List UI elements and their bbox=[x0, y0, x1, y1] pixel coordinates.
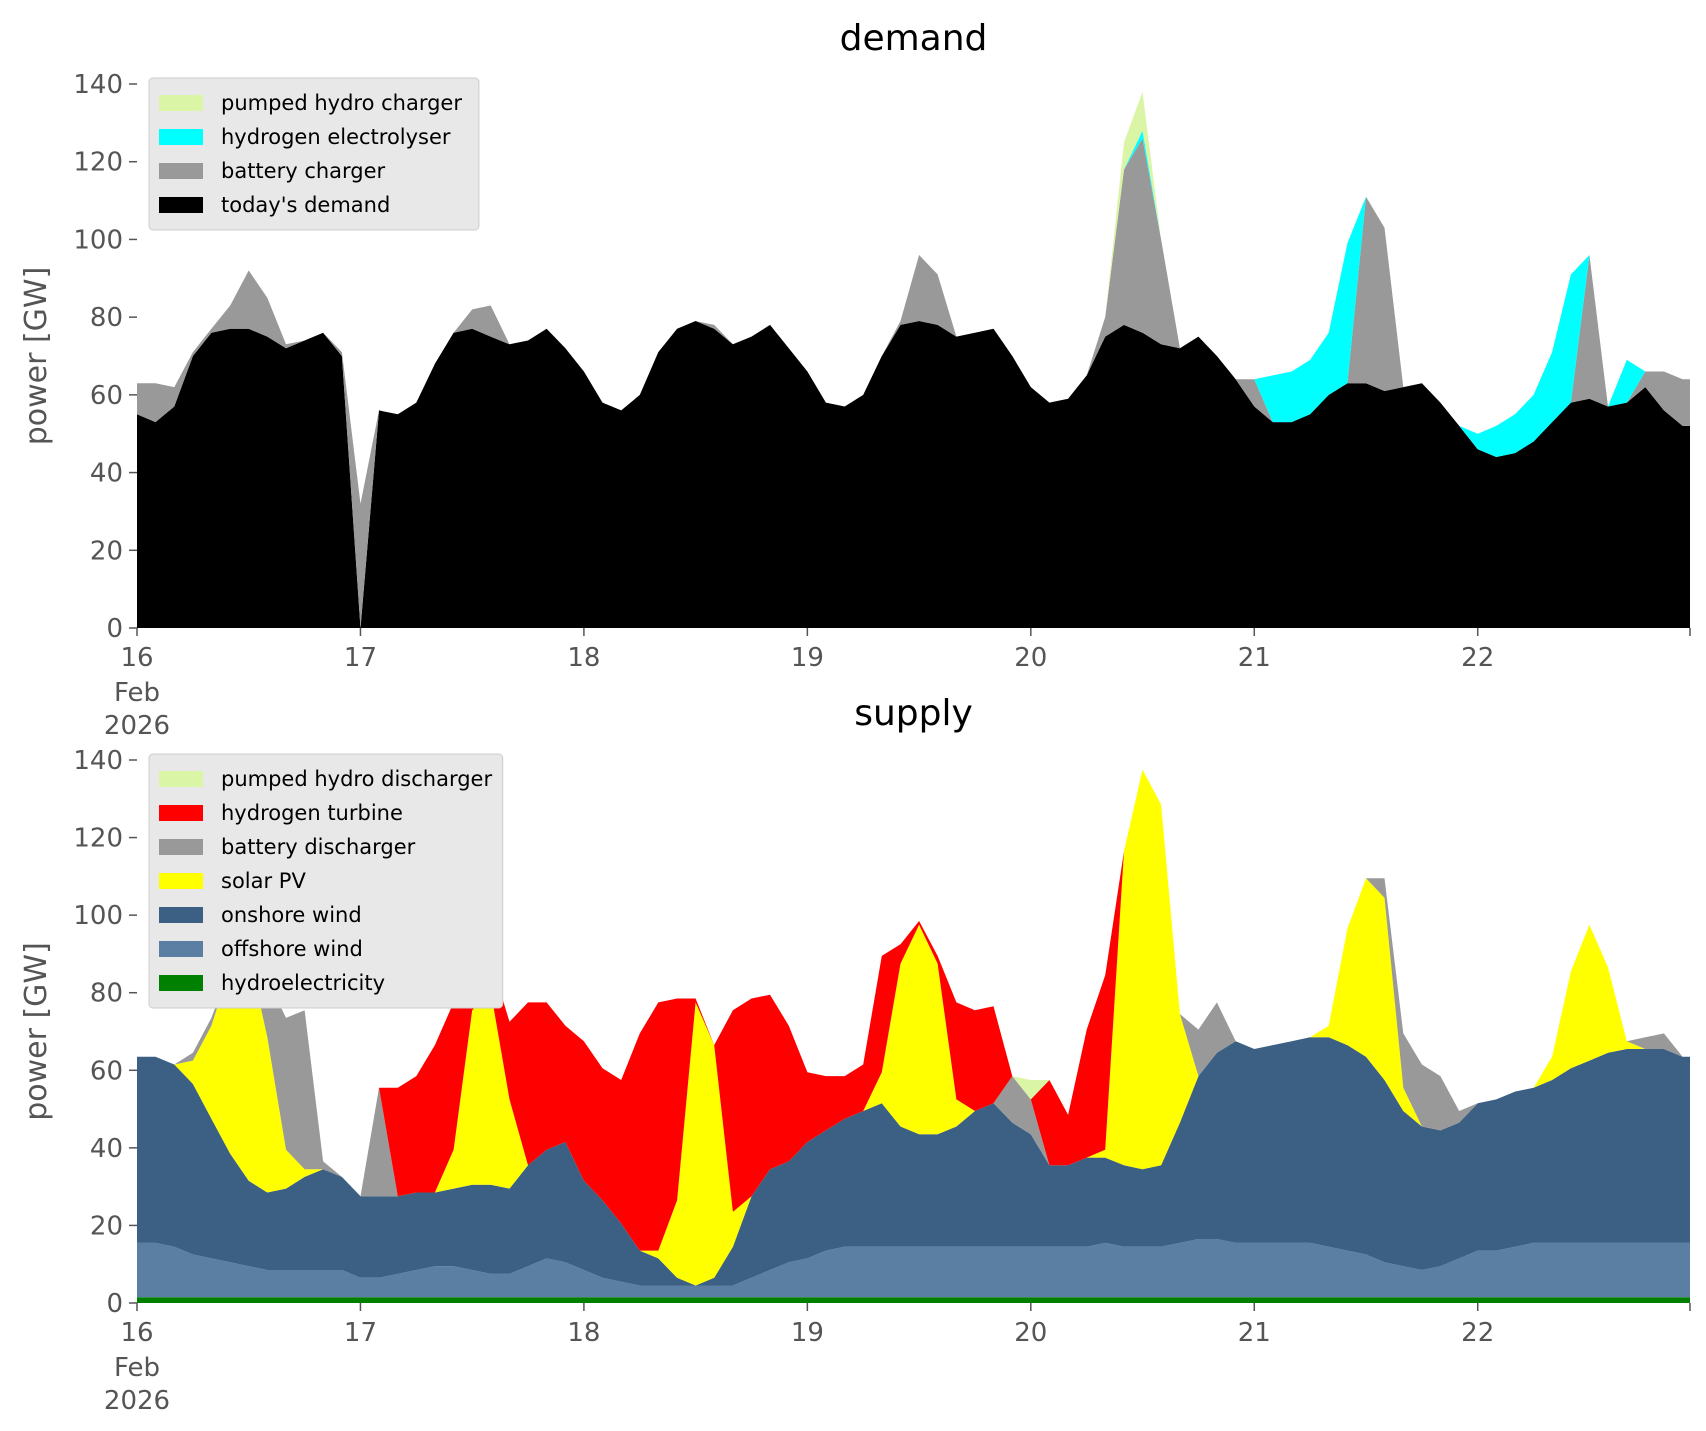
demand-legend-label-today-s-demand: today's demand bbox=[221, 193, 390, 217]
supply-ylabel: power [GW] bbox=[19, 942, 54, 1121]
supply-xtick-sublabel: Feb bbox=[114, 1353, 160, 1383]
demand-legend-swatch-battery-charger bbox=[159, 163, 203, 179]
supply-area-hydrogen-turbine bbox=[137, 769, 1690, 1251]
supply-ytick-label: 20 bbox=[90, 1211, 123, 1241]
demand-ytick-label: 100 bbox=[73, 225, 123, 255]
demand-legend-label-battery-charger: battery charger bbox=[221, 159, 386, 183]
supply-legend-swatch-onshore-wind bbox=[159, 907, 203, 923]
supply-legend-swatch-pumped-hydro-discharger bbox=[159, 771, 203, 787]
supply-legend-swatch-solar-pv bbox=[159, 873, 203, 889]
supply-legend-box bbox=[148, 753, 504, 1009]
demand-area-today-s-demand bbox=[137, 321, 1690, 628]
supply-legend-swatch-hydroelectricity bbox=[159, 975, 203, 991]
supply-legend-label-pumped-hydro-discharger: pumped hydro discharger bbox=[221, 767, 492, 791]
demand-xtick-sublabel: 2026 bbox=[104, 711, 170, 741]
supply-ytick-label: 140 bbox=[73, 746, 123, 776]
demand-ytick-label: 40 bbox=[90, 459, 123, 489]
supply-legend: pumped hydro discharger hydrogen turbine b… bbox=[148, 753, 504, 1009]
demand-ytick-label: 60 bbox=[90, 381, 123, 411]
demand-ytick-label: 120 bbox=[73, 148, 123, 178]
supply-xtick-label: 19 bbox=[791, 1318, 824, 1348]
demand-ylabel: power [GW] bbox=[19, 267, 54, 446]
demand-xtick-label: 16 bbox=[120, 643, 153, 673]
supply-xtick-label: 22 bbox=[1461, 1318, 1494, 1348]
supply-legend-swatch-hydrogen-turbine bbox=[159, 805, 203, 821]
supply-legend-label-hydroelectricity: hydroelectricity bbox=[221, 971, 385, 995]
demand-xtick-label: 18 bbox=[567, 643, 600, 673]
demand-xtick-label: 19 bbox=[791, 643, 824, 673]
supply-area-solar-pv bbox=[137, 769, 1690, 1286]
supply-legend-label-onshore-wind: onshore wind bbox=[221, 903, 362, 927]
demand-area-battery-charger bbox=[137, 138, 1690, 628]
demand-xtick-label: 20 bbox=[1014, 643, 1047, 673]
supply-area-offshore-wind bbox=[137, 1239, 1690, 1298]
demand-xtick-label: 17 bbox=[344, 643, 377, 673]
demand-legend-swatch-today-s-demand bbox=[159, 197, 203, 213]
demand-legend-swatch-hydrogen-electrolyser bbox=[159, 129, 203, 145]
supply-xtick-label: 18 bbox=[567, 1318, 600, 1348]
supply-legend-label-hydrogen-turbine: hydrogen turbine bbox=[221, 801, 403, 825]
demand-title: demand bbox=[840, 18, 988, 59]
demand-ytick-label: 140 bbox=[73, 70, 123, 100]
supply-legend-label-battery-discharger: battery discharger bbox=[221, 835, 416, 859]
demand-ytick-label: 80 bbox=[90, 303, 123, 333]
demand-xtick-label: 21 bbox=[1238, 643, 1271, 673]
supply-title: supply bbox=[854, 693, 973, 734]
supply-area-hydroelectricity bbox=[137, 1297, 1690, 1303]
demand-xtick-label: 22 bbox=[1461, 643, 1494, 673]
demand-ytick-label: 20 bbox=[90, 536, 123, 566]
supply-ytick-label: 80 bbox=[90, 979, 123, 1009]
supply-ytick-label: 0 bbox=[106, 1289, 123, 1319]
supply-legend-swatch-offshore-wind bbox=[159, 941, 203, 957]
demand-legend: pumped hydro charger hydrogen electrolyse… bbox=[148, 77, 480, 231]
supply-xtick-label: 20 bbox=[1014, 1318, 1047, 1348]
supply-xtick-label: 21 bbox=[1238, 1318, 1271, 1348]
supply-ytick-label: 120 bbox=[73, 824, 123, 854]
demand-legend-box bbox=[148, 77, 480, 231]
demand-ytick-label: 0 bbox=[106, 614, 123, 644]
supply-legend-label-offshore-wind: offshore wind bbox=[221, 937, 363, 961]
demand-legend-label-pumped-hydro-charger: pumped hydro charger bbox=[221, 91, 462, 115]
demand-areas bbox=[137, 91, 1690, 628]
supply-ytick-label: 40 bbox=[90, 1134, 123, 1164]
supply-area-onshore-wind bbox=[137, 1037, 1690, 1286]
supply-areas bbox=[137, 769, 1690, 1303]
supply-xtick-label: 16 bbox=[120, 1318, 153, 1348]
supply-ytick-label: 100 bbox=[73, 901, 123, 931]
demand-legend-label-hydrogen-electrolyser: hydrogen electrolyser bbox=[221, 125, 451, 149]
supply-legend-label-solar-pv: solar PV bbox=[221, 869, 306, 893]
demand-legend-swatch-pumped-hydro-charger bbox=[159, 95, 203, 111]
supply-legend-swatch-battery-discharger bbox=[159, 839, 203, 855]
supply-ytick-label: 60 bbox=[90, 1056, 123, 1086]
supply-xtick-sublabel: 2026 bbox=[104, 1386, 170, 1416]
supply-xtick-label: 17 bbox=[344, 1318, 377, 1348]
demand-area-hydrogen-electrolyser bbox=[137, 130, 1690, 504]
demand-xtick-sublabel: Feb bbox=[114, 678, 160, 708]
